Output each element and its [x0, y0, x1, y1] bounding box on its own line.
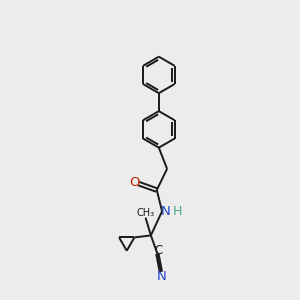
Text: CH₃: CH₃: [136, 208, 154, 218]
Text: N: N: [161, 205, 171, 218]
Text: H: H: [173, 205, 182, 218]
Text: O: O: [129, 176, 140, 189]
Text: N: N: [157, 270, 167, 283]
Text: C: C: [154, 244, 163, 257]
